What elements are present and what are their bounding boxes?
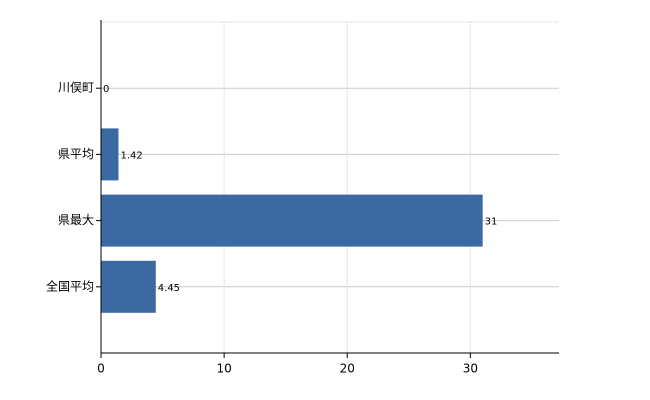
y-tick-label: 川俣町 [58,81,94,95]
value-label: 4.45 [158,283,180,294]
x-tick-label: 10 [216,362,231,376]
y-tick-label: 県平均 [58,147,94,161]
y-tick-label: 県最大 [58,213,94,227]
bar [101,194,483,247]
y-tick-label: 全国平均 [46,278,94,293]
value-label: 1.42 [120,150,142,161]
x-tick-label: 20 [340,362,355,376]
x-tick-label: 0 [97,362,105,376]
value-label: 0 [103,84,109,95]
bar [101,128,119,181]
bar [101,260,156,313]
x-tick-label: 30 [463,362,478,376]
value-label: 31 [485,217,498,228]
